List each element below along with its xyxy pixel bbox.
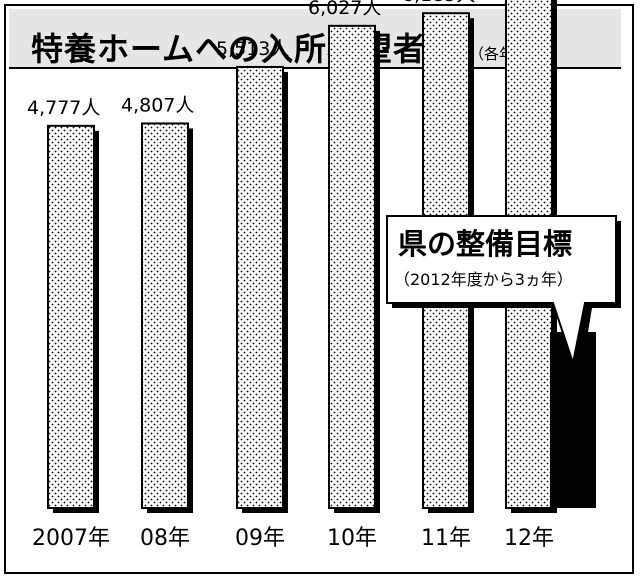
category-label: 10年 bbox=[327, 526, 377, 551]
bar bbox=[328, 24, 376, 510]
callout-box bbox=[386, 215, 617, 367]
bar bbox=[141, 122, 189, 509]
bar bbox=[236, 65, 284, 510]
category-label: 11年 bbox=[421, 526, 471, 551]
bar-value-label: 6,027人 bbox=[308, 0, 381, 19]
category-label: 08年 bbox=[140, 526, 190, 551]
bar-value-label: 4,777人 bbox=[27, 97, 100, 119]
category-label: 09年 bbox=[235, 526, 285, 551]
bar-value-label: 5,513人 bbox=[216, 38, 289, 60]
bar-value-label: 4,807人 bbox=[121, 94, 194, 116]
callout-title: 県の整備目標 bbox=[398, 227, 572, 261]
bar bbox=[47, 124, 95, 509]
callout-note: （2012年度から3ヵ年） bbox=[394, 270, 573, 289]
category-label: 2007年 bbox=[32, 526, 110, 551]
bar-value-label: 6,185人 bbox=[402, 0, 475, 6]
category-label: 12年 bbox=[504, 526, 554, 551]
